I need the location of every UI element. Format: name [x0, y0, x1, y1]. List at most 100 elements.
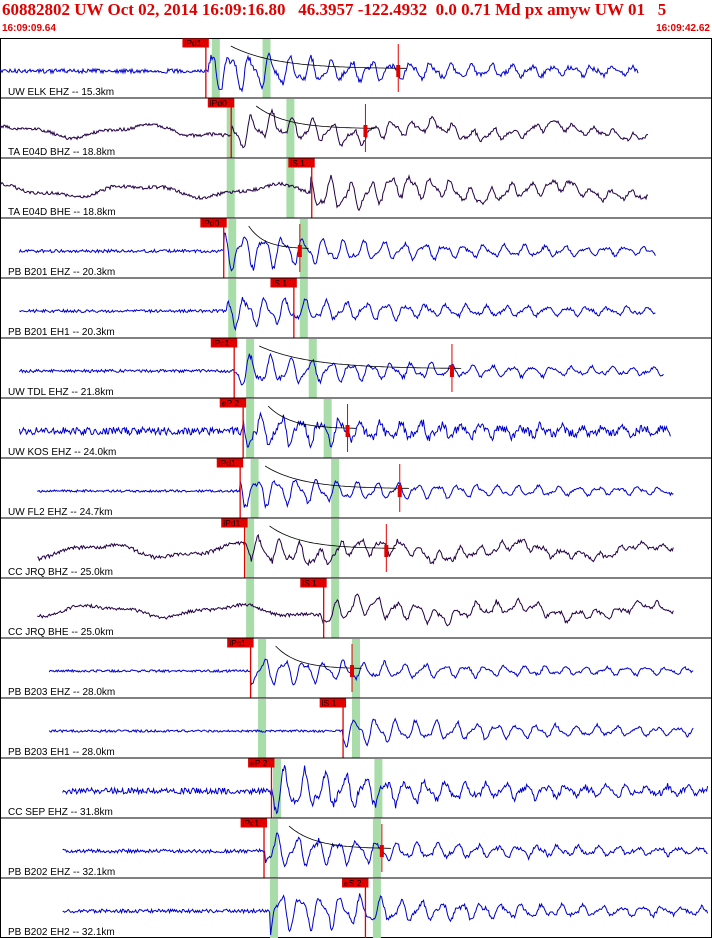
- trace-panel: iPd1 CC JRQ BHZ -- 25.0km: [0, 518, 712, 579]
- pick-label-box: [270, 278, 297, 288]
- p-window: [228, 279, 237, 338]
- station-label: PB B202 EHZ -- 32.1km: [8, 867, 115, 878]
- pick-label: iPc1: [229, 638, 246, 648]
- pick-label-box: [248, 758, 275, 768]
- station-label: UW FL2 EHZ -- 24.7km: [8, 507, 112, 518]
- coda-marker-box: [345, 425, 350, 437]
- pick-label: iS 1: [272, 278, 287, 288]
- coda-curve: [267, 405, 357, 429]
- s-window: [323, 399, 332, 458]
- waveform-trace: [0, 107, 649, 149]
- s-window: [286, 99, 295, 158]
- waveform-trace: [37, 478, 674, 509]
- pick-label-box: [227, 638, 254, 648]
- coda-curve: [259, 345, 462, 369]
- pick-label: iS 1: [322, 698, 337, 708]
- trace-panel: iPc1 UW TDL EHZ -- 21.8km: [0, 338, 712, 399]
- s-window: [331, 519, 340, 578]
- pick-label-box: [216, 458, 244, 468]
- coda-curve: [264, 465, 410, 489]
- start-time-label: 16:09:09.64: [2, 23, 56, 34]
- trace-panel: iPc1 PB B202 EHZ -- 32.1km: [0, 818, 712, 879]
- pick-label-box: [300, 578, 327, 588]
- pick-label: eP 2: [222, 398, 240, 408]
- pick-label: iPd1: [223, 518, 240, 528]
- p-window: [246, 519, 255, 578]
- waveform-trace: [48, 717, 694, 748]
- waveform-trace: [0, 174, 649, 212]
- waveform-trace: [18, 411, 671, 449]
- coda-curve: [288, 825, 392, 849]
- waveform-trace: [62, 832, 708, 868]
- end-time-label: 16:09:42.62: [656, 23, 710, 34]
- s-window: [374, 759, 383, 818]
- pick-label: iPd0: [202, 218, 219, 228]
- station-label: TA E04D BHE -- 18.8km: [8, 207, 116, 218]
- s-window: [331, 459, 340, 518]
- s-window: [331, 579, 340, 638]
- coda-marker-box: [397, 485, 402, 497]
- pick-label: eP 2: [250, 758, 268, 768]
- station-label: PB B203 EHZ -- 28.0km: [8, 687, 115, 698]
- p-window: [258, 699, 267, 758]
- pick-label-box: [221, 518, 248, 528]
- pick-label: iPd1: [219, 458, 236, 468]
- trace-panel: iS 1 PB B203 EH1 -- 28.0km: [0, 698, 712, 759]
- p-window: [269, 879, 278, 938]
- s-window: [372, 879, 381, 938]
- event-title: 60882802 UW Oct 02, 2014 16:09:16.80 46.…: [2, 0, 667, 19]
- pick-label-box: [288, 158, 315, 168]
- pick-label: iPc1: [243, 818, 260, 828]
- coda-marker-box: [396, 65, 401, 77]
- coda-curve: [255, 105, 375, 129]
- coda-marker-box: [350, 665, 355, 677]
- station-label: CC JRQ BHE -- 25.0km: [8, 627, 114, 638]
- s-window: [308, 339, 317, 398]
- pick-label-box: [342, 878, 369, 888]
- pick-label: eS 2: [344, 878, 362, 888]
- p-window: [250, 459, 259, 518]
- pick-label: iS 1: [290, 158, 305, 168]
- trace-panel: iS 1 CC JRQ BHE -- 25.0km: [0, 578, 712, 639]
- waveform-trace: [62, 893, 709, 936]
- station-label: TA E04D BHZ -- 18.8km: [8, 147, 115, 158]
- waveform-trace: [19, 296, 656, 332]
- trace-panel: iPd0 TA E04D BHZ -- 18.8km: [0, 98, 712, 159]
- p-window: [258, 639, 267, 698]
- waveform-trace: [18, 352, 664, 386]
- station-label: PB B202 EH2 -- 32.1km: [8, 927, 115, 938]
- station-label: UW TDL EHZ -- 21.8km: [8, 387, 114, 398]
- p-window: [269, 819, 278, 878]
- station-label: UW ELK EHZ -- 15.3km: [8, 87, 114, 98]
- coda-curve: [275, 645, 362, 669]
- p-window: [272, 759, 281, 818]
- trace-panel: iS 1 PB B201 EH1 -- 20.3km: [0, 278, 712, 339]
- trace-panel: iPc1 PB B203 EHZ -- 28.0km: [0, 638, 712, 699]
- p-window: [226, 159, 235, 218]
- trace-panel: iPd0 PB B201 EHZ -- 20.3km: [0, 218, 712, 279]
- waveform-trace: [62, 765, 709, 815]
- coda-marker-box: [384, 545, 389, 557]
- station-label: UW KOS EHZ -- 24.0km: [8, 447, 116, 458]
- p-window: [246, 399, 255, 458]
- trace-panel: iPd1 UW FL2 EHZ -- 24.7km: [0, 458, 712, 519]
- trace-panel: iPd1 UW ELK EHZ -- 15.3km: [0, 38, 712, 99]
- pick-label: iPd0: [210, 98, 227, 108]
- pick-label: iPc1: [213, 338, 230, 348]
- s-window: [352, 699, 361, 758]
- waveform-trace: [37, 533, 674, 567]
- station-label: PB B203 EH1 -- 28.0km: [8, 747, 115, 758]
- pick-label-box: [210, 338, 238, 348]
- coda-marker-box: [379, 845, 384, 857]
- station-label: PB B201 EH1 -- 20.3km: [8, 327, 115, 338]
- p-window: [228, 219, 237, 278]
- station-label: CC SEP EHZ -- 31.8km: [8, 807, 113, 818]
- station-label: CC JRQ BHZ -- 25.0km: [8, 567, 113, 578]
- trace-panel: iS 1 TA E04D BHE -- 18.8km: [0, 158, 712, 219]
- coda-marker-box: [297, 245, 302, 257]
- coda-curve: [230, 45, 407, 69]
- coda-marker-box: [363, 125, 368, 137]
- station-label: PB B201 EHZ -- 20.3km: [8, 267, 115, 278]
- p-window: [246, 339, 255, 398]
- pick-label-box: [240, 818, 268, 828]
